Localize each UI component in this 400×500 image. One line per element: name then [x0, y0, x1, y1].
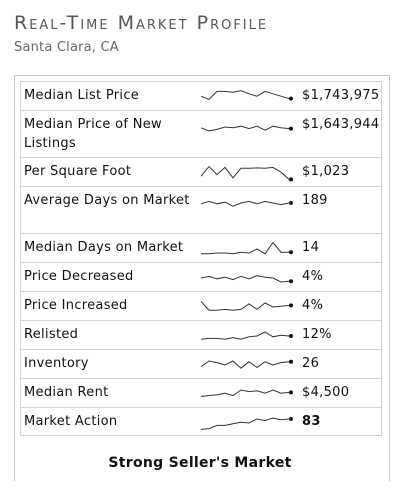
sparkline-path	[200, 360, 290, 369]
metric-row: Price Decreased 4%	[20, 262, 382, 291]
sparkline-end-dot	[289, 201, 293, 205]
metric-label: Average Days on Market	[24, 193, 190, 208]
location-label: Santa Clara, CA	[14, 40, 119, 55]
sparkline-end-dot	[289, 96, 293, 101]
sparkline-path	[200, 417, 290, 430]
sparkline-end-dot	[289, 417, 293, 421]
sparkline-path	[200, 200, 290, 207]
metric-row: Market Action 83	[20, 407, 382, 436]
metrics-table: Median List Price $1,743,975 Median Price …	[20, 81, 382, 436]
metric-row: Median Price of New Listings $1,643,944	[20, 110, 382, 157]
sparkline	[200, 165, 293, 182]
metric-value: 26	[302, 356, 320, 371]
metric-value: $1,743,975	[302, 88, 380, 103]
metric-label: Median Days on Market	[24, 240, 184, 255]
sparkline-path	[200, 331, 290, 340]
metric-row: Inventory 26	[20, 349, 382, 378]
header: Real-Time Market Profile Santa Clara, CA	[14, 12, 268, 55]
metric-row: Relisted 12%	[20, 320, 382, 349]
metric-row: Median Rent $4,500	[20, 378, 382, 407]
metric-row: Average Days on Market 189	[20, 186, 382, 233]
sparkline-path	[200, 90, 290, 100]
sparkline-path	[200, 301, 290, 311]
sparkline	[200, 90, 293, 101]
metric-label: Market Action	[24, 414, 118, 429]
sparkline-path	[200, 389, 290, 397]
sparkline-path	[200, 275, 290, 283]
sparkline-end-dot	[289, 359, 293, 364]
metric-value: 14	[302, 240, 320, 255]
sparkline	[200, 417, 293, 430]
sparkline-end-dot	[289, 177, 293, 182]
sparkline	[200, 200, 293, 207]
metric-value: 189	[302, 193, 328, 208]
sparkline-end-dot	[289, 303, 293, 308]
sparkline-path	[200, 165, 290, 180]
sparkline-end-dot	[289, 250, 293, 255]
metric-label: Per Square Foot	[24, 164, 132, 179]
sparkline	[200, 359, 293, 369]
metric-row: Per Square Foot $1,023	[20, 157, 382, 186]
metric-label: Relisted	[24, 327, 79, 342]
fade-overlay	[15, 436, 389, 481]
metric-label: Price Increased	[24, 298, 128, 313]
sparkline-end-dot	[289, 279, 293, 284]
sparkline-path	[200, 125, 290, 132]
metric-value: 4%	[302, 298, 324, 313]
metric-value: $1,023	[302, 164, 350, 179]
metric-label: Inventory	[24, 356, 89, 371]
metric-value: 83	[302, 414, 321, 429]
market-profile-panel: Median List Price $1,743,975 Median Price …	[14, 75, 390, 481]
metric-value: 4%	[302, 269, 324, 284]
metric-value: 12%	[302, 327, 332, 342]
page-title: Real-Time Market Profile	[14, 12, 269, 34]
sparkline-path	[201, 241, 289, 255]
sparkline-end-dot	[289, 390, 293, 395]
metric-row: Median Days on Market 14	[20, 233, 382, 262]
sparkline	[200, 125, 293, 132]
sparkline-end-dot	[289, 334, 293, 338]
sparkline	[201, 241, 293, 255]
sparkline	[200, 301, 293, 311]
metric-row: Median List Price $1,743,975	[20, 81, 382, 110]
metric-label: Median Rent	[24, 385, 109, 400]
metric-row: Price Increased 4%	[20, 291, 382, 320]
sparkline-end-dot	[289, 126, 293, 131]
metric-label: Median Price of New Listings	[24, 117, 162, 151]
market-verdict: Strong Seller's Market	[108, 455, 292, 471]
metric-label: Price Decreased	[24, 269, 134, 284]
sparkline	[200, 275, 293, 284]
sparkline	[200, 331, 293, 340]
sparkline	[200, 389, 293, 397]
metric-value: $1,643,944	[302, 117, 380, 132]
metric-value: $4,500	[302, 385, 350, 400]
metric-label: Median List Price	[24, 88, 140, 103]
